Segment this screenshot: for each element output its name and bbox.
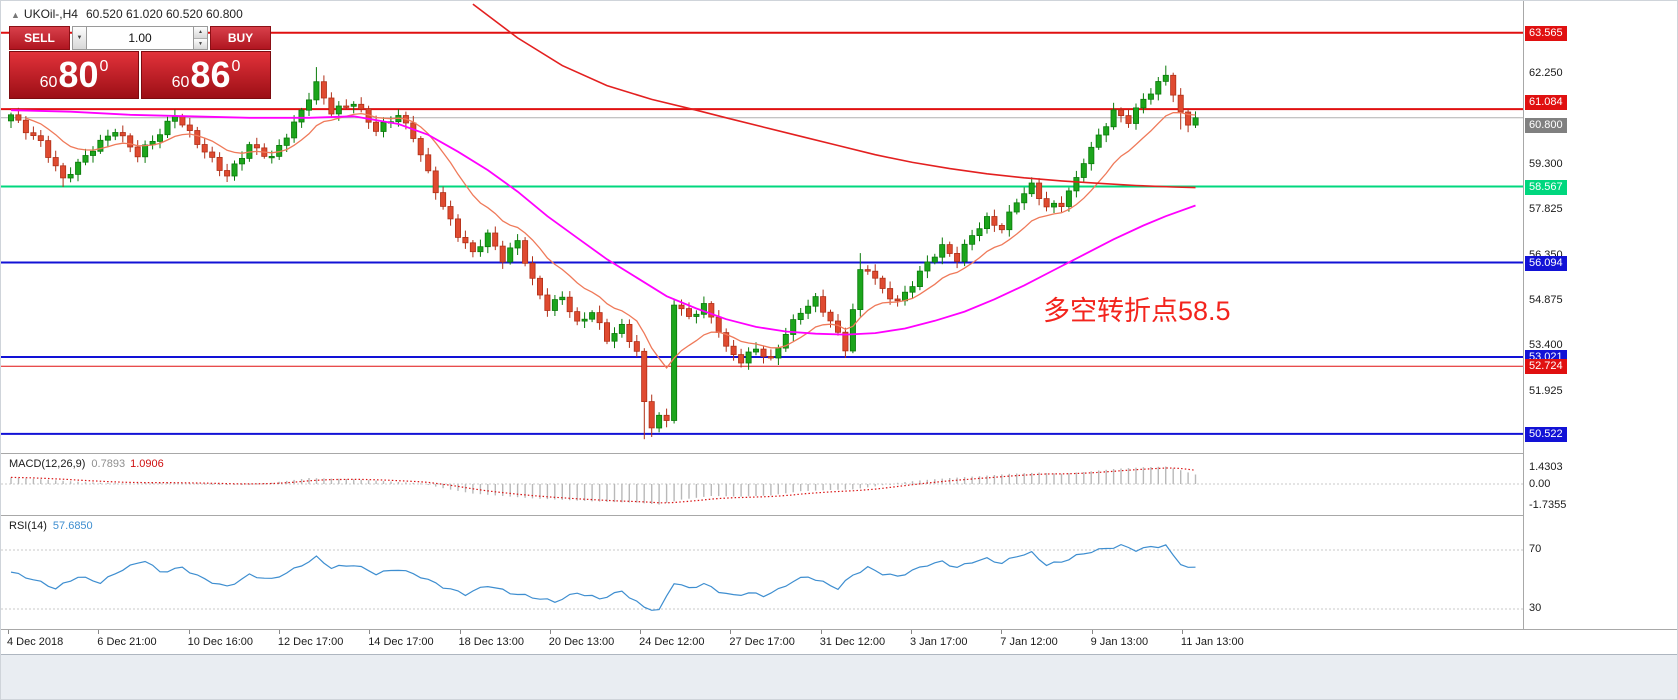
sell-price-prefix: 60	[39, 74, 58, 91]
symbol-timeframe-label: UKOil-,H4	[23, 7, 78, 21]
macd-axis-label: 0.00	[1529, 478, 1551, 490]
time-axis-tick	[1181, 630, 1183, 634]
price-axis-border	[1523, 1, 1524, 654]
time-axis-tick	[911, 630, 912, 634]
price-level-badge: 58.567	[1525, 179, 1567, 195]
rsi-axis-label: 70	[1529, 543, 1542, 555]
time-axis-label: 27 Dec 17:00	[729, 636, 795, 648]
time-axis-label: 20 Dec 13:00	[548, 636, 615, 648]
time-axis-label: 31 Dec 12:00	[819, 636, 886, 648]
macd-indicator-label: MACD(12,26,9) 0.7893 1.0906	[9, 458, 164, 470]
buy-price-prefix: 60	[171, 74, 190, 91]
price-axis-label: 54.875	[1529, 294, 1563, 307]
macd-axis-label: -1.7355	[1529, 498, 1567, 511]
volume-input[interactable]	[87, 26, 193, 50]
macd-name: MACD(12,26,9)	[9, 458, 86, 470]
time-axis-tick	[549, 630, 551, 634]
time-axis-tick	[730, 630, 732, 634]
volume-decrease-button[interactable]: ▼	[194, 37, 207, 49]
volume-increase-button[interactable]: ▲	[194, 27, 207, 38]
rsi-axis-label: 30	[1529, 602, 1542, 614]
price-level-badge: 50.522	[1525, 426, 1567, 442]
time-axis-label: 3 Jan 17:00	[910, 636, 968, 648]
price-axis-label: 59.300	[1529, 157, 1563, 170]
macd-signal-line	[10, 467, 1196, 504]
symbol-info: ▲ UKOil-,H4 60.520 61.020 60.520 60.800	[11, 7, 243, 21]
ma-slow-line	[472, 3, 1196, 189]
time-axis-tick	[459, 630, 461, 634]
time-axis-tick	[820, 630, 822, 634]
time-axis-tick	[1091, 630, 1093, 634]
time-axis-label: 18 Dec 13:00	[458, 636, 524, 648]
price-axis[interactable]: 62.25059.30057.82556.35054.87553.40051.9…	[1524, 1, 1677, 629]
window-bottom-strip	[1, 654, 1677, 699]
rsi-line	[10, 543, 1196, 611]
buy-price-main: 86	[190, 53, 231, 95]
buy-price-pip: 0	[231, 58, 241, 75]
macd-histogram	[10, 466, 1197, 505]
buy-price-panel[interactable]: 60 86 0	[141, 51, 271, 99]
price-axis-label: 53.400	[1529, 339, 1563, 352]
chevron-up-icon: ▲	[198, 29, 203, 36]
rsi-indicator-label: RSI(14) 57.6850	[9, 520, 93, 532]
buy-button[interactable]: BUY	[210, 26, 271, 50]
sell-price-panel[interactable]: 60 80 0	[9, 51, 139, 99]
time-axis-tick	[640, 630, 642, 634]
price-axis-label: 62.250	[1529, 67, 1563, 80]
ma-fast-line	[25, 111, 1196, 369]
one-click-trading-panel: SELL ▼ ▲ ▼ BUY 60 80 0 60 86 0	[9, 26, 271, 99]
time-axis-tick	[278, 630, 280, 634]
macd-axis-label: 1.4303	[1529, 460, 1563, 473]
price-level-badge: 56.094	[1525, 255, 1567, 271]
rsi-levels	[1, 549, 1523, 610]
symbol-marker-icon: ▲	[11, 10, 20, 20]
price-level-badge: 52.724	[1525, 359, 1567, 375]
sell-button[interactable]: SELL	[9, 26, 70, 50]
panel-separator[interactable]	[1, 453, 1677, 454]
ma-mid-line	[10, 109, 1196, 336]
macd-value: 0.7893	[91, 458, 126, 470]
time-axis-tick	[369, 630, 371, 634]
time-axis-tick	[8, 630, 9, 634]
sell-price-pip: 0	[99, 58, 109, 75]
time-axis-label: 6 Dec 21:00	[97, 636, 157, 648]
chevron-down-icon: ▼	[76, 35, 83, 41]
candles	[8, 65, 1199, 440]
time-axis-line	[1, 629, 1677, 630]
price-level-badge: 63.565	[1525, 25, 1567, 41]
time-axis-tick	[98, 630, 100, 634]
panel-separator[interactable]	[1, 515, 1677, 516]
time-axis-label: 9 Jan 13:00	[1090, 636, 1149, 648]
time-axis-label: 7 Jan 12:00	[1000, 636, 1058, 648]
chevron-down-icon: ▼	[198, 40, 203, 47]
ohlc-quote-text: 60.520 61.020 60.520 60.800	[85, 7, 243, 21]
rsi-panel-chart[interactable]	[1, 516, 1523, 629]
price-level-badge: 61.084	[1525, 95, 1567, 111]
macd-signal-value: 1.0906	[130, 458, 164, 470]
time-axis-label: 24 Dec 12:00	[639, 636, 705, 648]
rsi-value: 57.6850	[52, 520, 93, 532]
time-axis-label: 11 Jan 13:00	[1180, 636, 1244, 648]
volume-stepper: ▲ ▼	[193, 26, 208, 50]
volume-dropdown-button[interactable]: ▼	[72, 26, 87, 50]
price-axis-label: 57.825	[1529, 203, 1563, 216]
macd-panel-chart[interactable]	[1, 454, 1523, 515]
time-axis-tick	[188, 630, 190, 634]
time-axis-label: 4 Dec 2018	[7, 636, 64, 648]
time-axis-label: 10 Dec 16:00	[187, 636, 254, 648]
rsi-name: RSI(14)	[9, 520, 47, 532]
time-axis-label: 14 Dec 17:00	[368, 636, 434, 648]
time-axis[interactable]: 4 Dec 2018 6 Dec 21:00 10 Dec 16:00 12 Dec …	[1, 630, 1677, 654]
price-axis-label: 51.925	[1529, 384, 1563, 397]
time-axis-label: 12 Dec 17:00	[277, 636, 344, 648]
price-level-badge: 60.800	[1525, 117, 1567, 133]
time-axis-tick	[1001, 630, 1003, 634]
sell-price-main: 80	[58, 53, 99, 95]
chart-annotation-text: 多空转折点58.5	[1043, 296, 1231, 326]
